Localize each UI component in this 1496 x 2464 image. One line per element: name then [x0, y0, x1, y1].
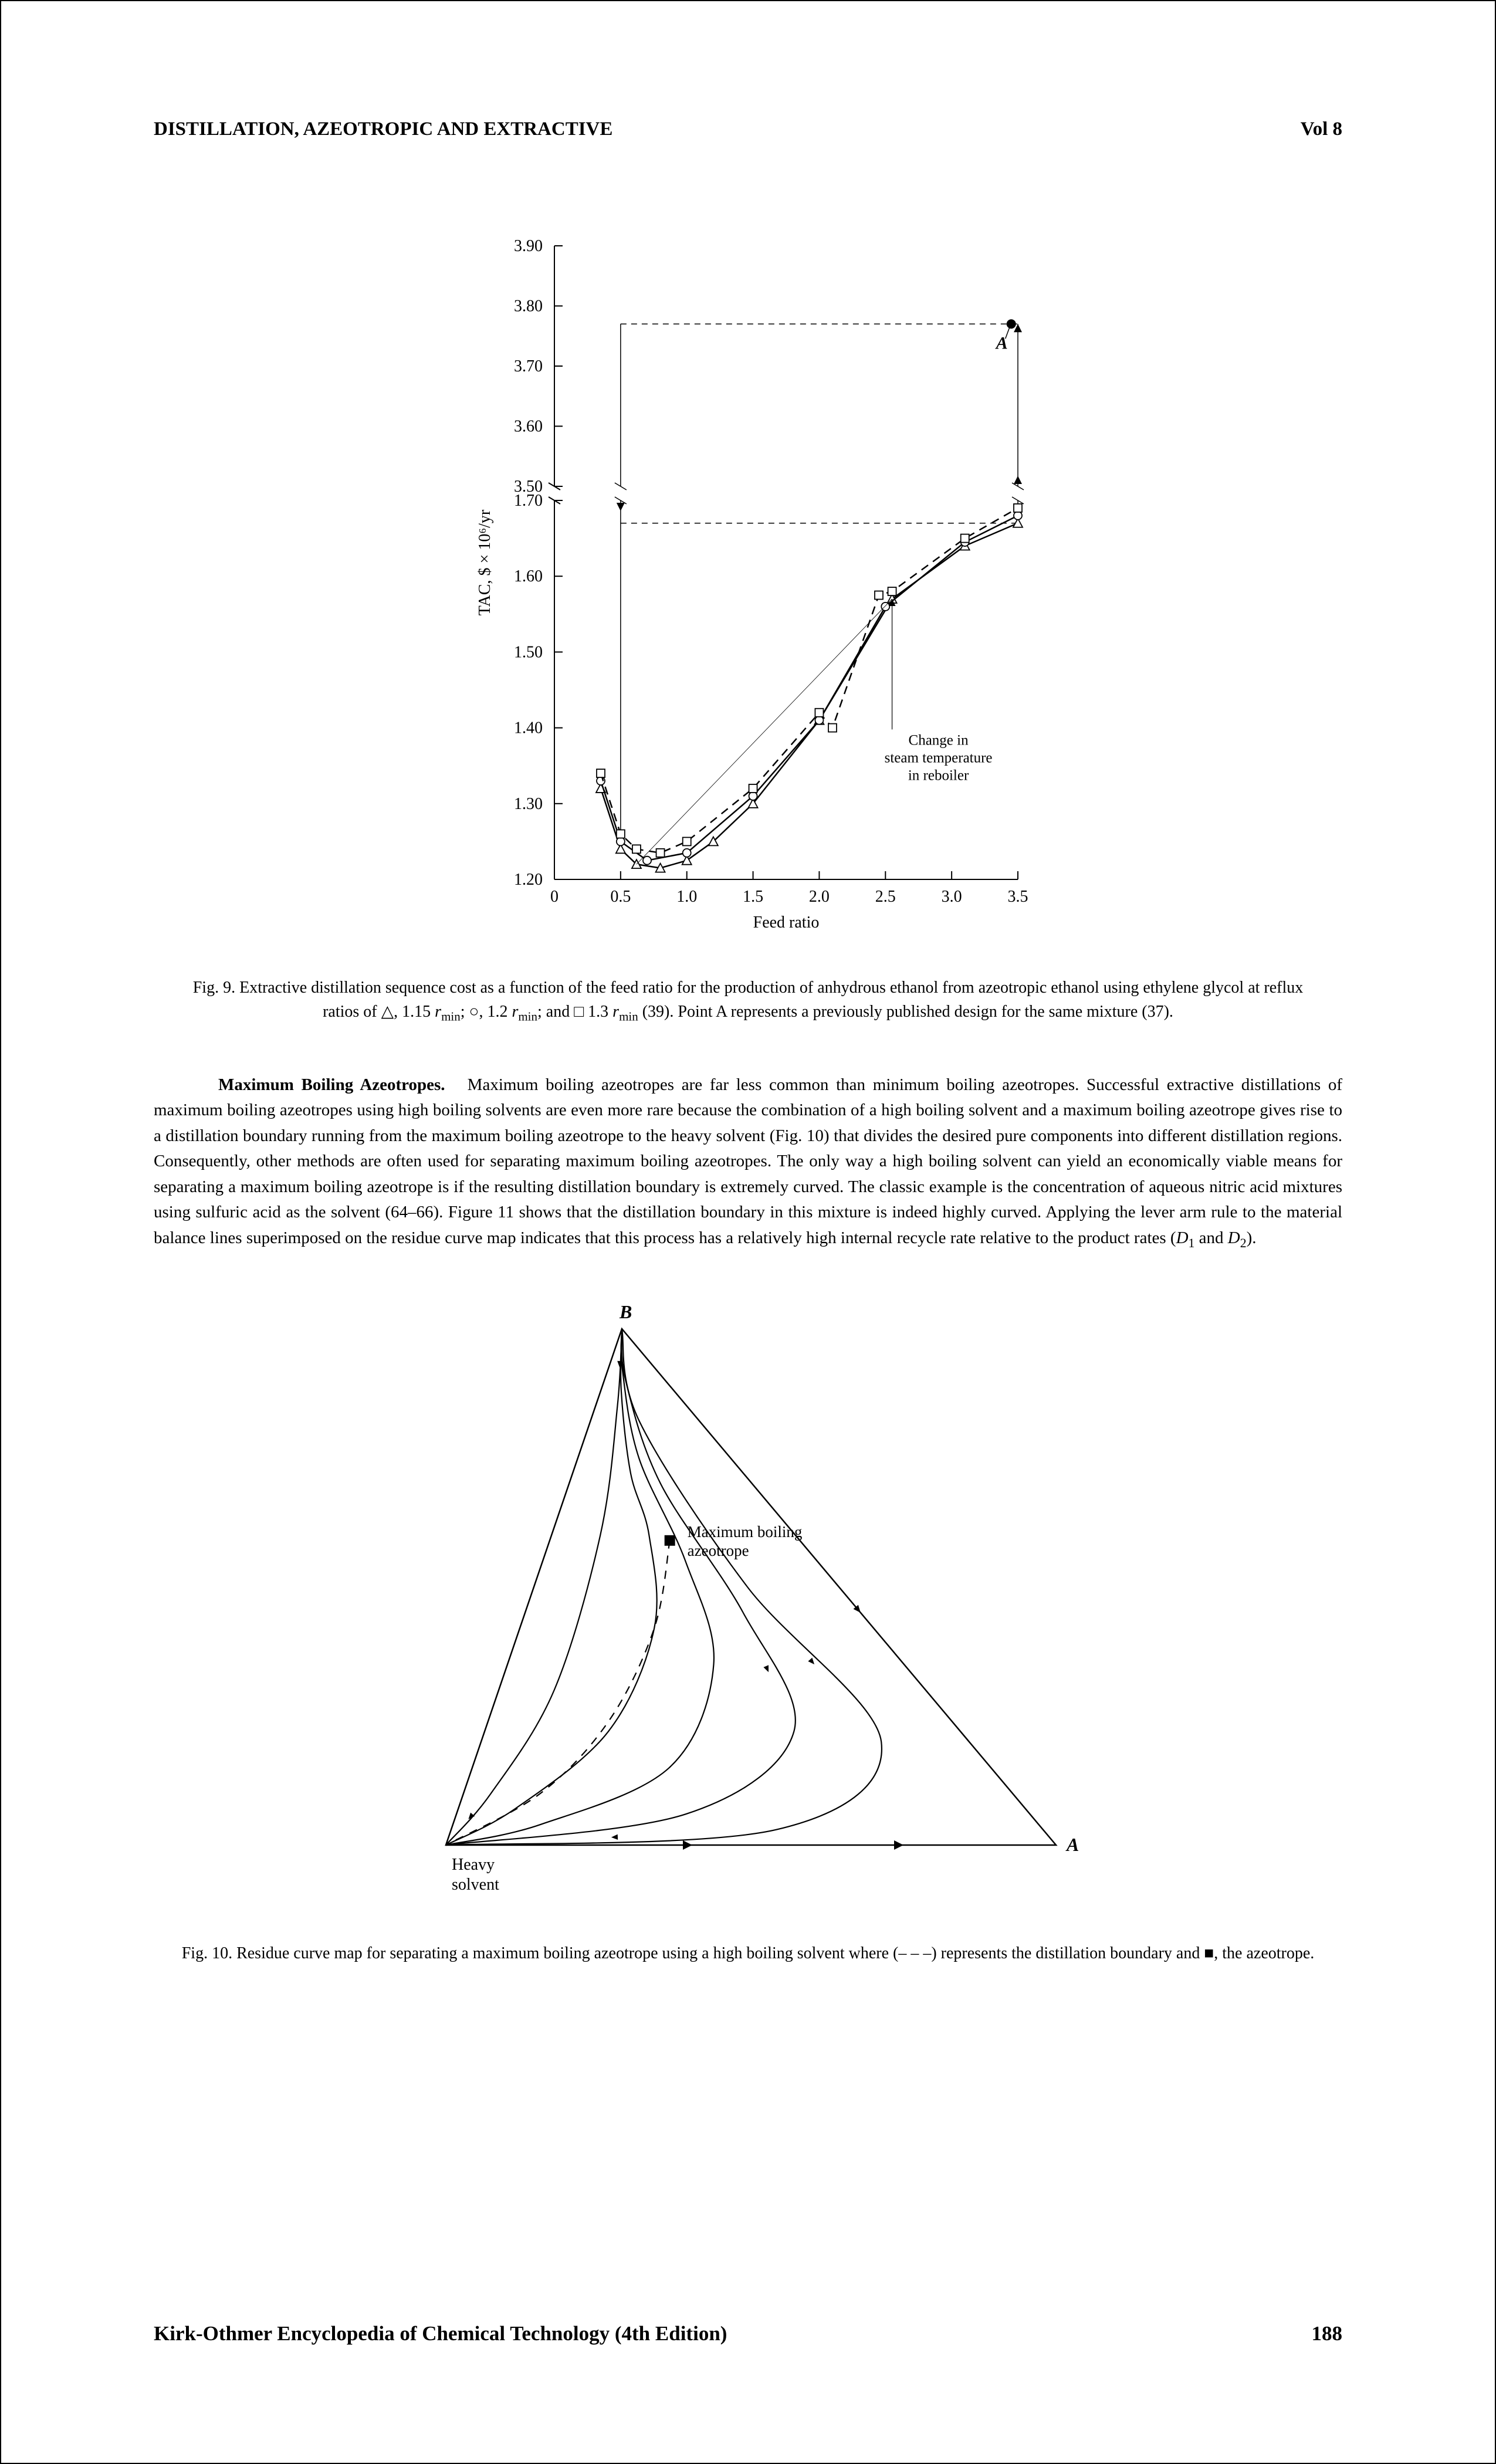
svg-text:B: B [619, 1301, 632, 1322]
svg-text:solvent: solvent [452, 1876, 499, 1894]
svg-text:3.50: 3.50 [514, 478, 543, 496]
svg-text:3.5: 3.5 [1008, 888, 1028, 906]
svg-text:A: A [1065, 1834, 1079, 1855]
triangle-symbol: △ [381, 1003, 394, 1021]
svg-text:1.60: 1.60 [514, 567, 543, 585]
svg-text:0: 0 [550, 888, 559, 906]
svg-text:3.90: 3.90 [514, 237, 543, 255]
svg-text:1.20: 1.20 [514, 871, 543, 889]
circle-symbol: ○ [469, 1003, 479, 1021]
footer-book: Kirk-Othmer Encyclopedia of Chemical Tec… [154, 2322, 727, 2345]
svg-text:Maximum boiling: Maximum boiling [688, 1523, 803, 1541]
svg-text:3.80: 3.80 [514, 297, 543, 316]
footer-page: 188 [1312, 2322, 1343, 2345]
header-title: DISTILLATION, AZEOTROPIC AND EXTRACTIVE [154, 119, 612, 140]
svg-text:3.60: 3.60 [514, 418, 543, 436]
svg-text:2.0: 2.0 [809, 888, 830, 906]
svg-text:in reboiler: in reboiler [908, 767, 969, 783]
square-symbol: □ [574, 1003, 584, 1021]
paragraph-max-boiling: Maximum Boiling Azeotropes. Maximum boil… [154, 1072, 1342, 1253]
svg-text:Feed ratio: Feed ratio [753, 913, 820, 932]
svg-text:2.5: 2.5 [875, 888, 896, 906]
svg-text:0.5: 0.5 [610, 888, 631, 906]
figure-10-caption: Fig. 10. Residue curve map for separatin… [176, 1942, 1320, 1966]
page-header: DISTILLATION, AZEOTROPIC AND EXTRACTIVE … [154, 119, 1342, 140]
page-footer: Kirk-Othmer Encyclopedia of Chemical Tec… [154, 2322, 1342, 2345]
figure-9-chart: 0 0.5 1.0 1.5 2.0 2.5 3.0 3.5 Feed ratio 1.20 1.30… [154, 222, 1342, 941]
svg-text:TAC, $ × 10⁶/yr: TAC, $ × 10⁶/yr [476, 509, 494, 615]
svg-text:steam temperature: steam temperature [885, 750, 993, 766]
figure-9-caption: Fig. 9. Extractive distillation sequence… [176, 976, 1320, 1025]
figure-10-chart: B A Heavy solvent Maximum boilingazeotrope [154, 1294, 1342, 1918]
filled-square-symbol: ■ [1204, 1944, 1214, 1962]
svg-text:3.0: 3.0 [942, 888, 962, 906]
svg-text:1.30: 1.30 [514, 795, 543, 813]
svg-text:1.40: 1.40 [514, 719, 543, 737]
header-vol: Vol 8 [1301, 119, 1342, 140]
paragraph-heading: Maximum Boiling Azeotropes. [218, 1075, 445, 1094]
svg-text:3.70: 3.70 [514, 357, 543, 375]
svg-text:1.5: 1.5 [743, 888, 763, 906]
svg-text:Heavy: Heavy [452, 1856, 495, 1874]
svg-text:1.50: 1.50 [514, 643, 543, 661]
svg-text:azeotrope: azeotrope [688, 1542, 749, 1559]
svg-text:Change in: Change in [909, 732, 969, 748]
svg-text:1.0: 1.0 [676, 888, 697, 906]
